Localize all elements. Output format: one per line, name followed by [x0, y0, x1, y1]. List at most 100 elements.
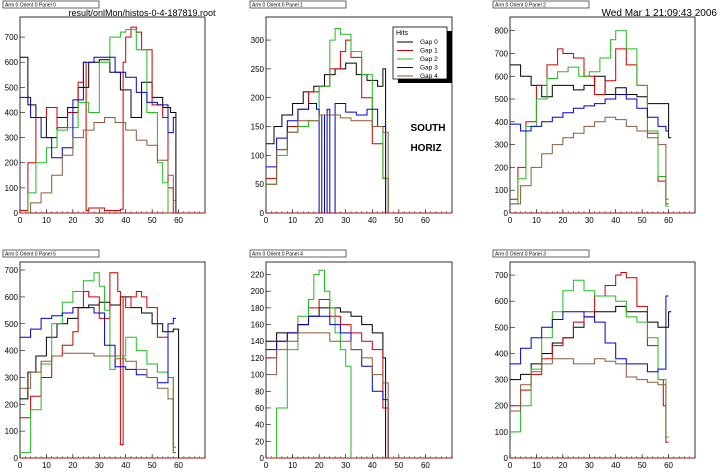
y-tick-label: 700 — [495, 49, 509, 58]
y-tick-label: 200 — [495, 402, 509, 411]
x-tick-label: 10 — [42, 461, 51, 470]
legend-title: Hits — [396, 30, 409, 37]
panel-title-box — [2, 0, 100, 9]
y-tick-label: 200 — [5, 400, 19, 409]
panel-5: Arm 0 Orient 0 Panel 4 0 10 20 30 40 50 60 0 20 40… — [249, 249, 453, 470]
series-gap-1 — [20, 272, 176, 454]
x-tick-label: 20 — [558, 461, 567, 470]
series-gap-1 — [20, 26, 176, 214]
series-gap-4 — [20, 117, 176, 214]
y-tick-label: 200 — [251, 94, 265, 103]
x-tick-label: 50 — [148, 216, 157, 225]
x-tick-label: 0 — [508, 216, 513, 225]
y-tick-label: 300 — [495, 376, 509, 385]
series-gap-4 — [266, 332, 391, 459]
y-tick-label: 0 — [260, 454, 265, 463]
series-gap-3 — [510, 94, 669, 132]
series-gap-4 — [510, 358, 669, 443]
x-tick-label: 60 — [664, 216, 673, 225]
series-gap-4 — [20, 352, 176, 448]
y-tick-label: 120 — [251, 354, 265, 363]
x-tick-label: 40 — [121, 216, 130, 225]
y-tick-label: 50 — [255, 180, 264, 189]
panel-frame — [19, 261, 206, 459]
series-gap-2 — [20, 29, 171, 214]
x-tick-label: 20 — [68, 216, 77, 225]
y-tick-label: 0 — [260, 209, 265, 218]
series-gap-2 — [266, 269, 354, 459]
panel-frame — [265, 261, 453, 459]
y-tick-label: 100 — [5, 427, 19, 436]
y-tick-label: 100 — [495, 186, 509, 195]
y-tick-label: 300 — [495, 141, 509, 150]
y-tick-label: 0 — [504, 209, 509, 218]
y-tick-label: 160 — [251, 321, 265, 330]
y-tick-label: 100 — [495, 428, 509, 437]
series-gap-2 — [20, 272, 176, 454]
x-tick-label: 0 — [18, 461, 23, 470]
y-tick-label: 500 — [5, 320, 19, 329]
y-tick-label: 400 — [5, 347, 19, 356]
x-tick-label: 50 — [394, 216, 403, 225]
series-gap-1 — [266, 39, 391, 214]
series-gap-3 — [20, 56, 176, 159]
legend-entry: Gap 2 — [420, 56, 438, 63]
x-tick-label: 20 — [558, 216, 567, 225]
series-gap-4 — [510, 116, 669, 205]
datetime: Wed Mar 1 21:09:43 2006 — [602, 8, 718, 19]
y-tick-label: 600 — [495, 72, 509, 81]
y-tick-label: 60 — [255, 404, 264, 413]
x-tick-label: 30 — [95, 216, 104, 225]
x-tick-label: 40 — [368, 461, 377, 470]
x-tick-label: 40 — [611, 216, 620, 225]
series-gap-3 — [266, 315, 391, 459]
y-tick-label: 40 — [255, 421, 264, 430]
x-tick-label: 30 — [341, 461, 350, 470]
series-gap-1 — [510, 272, 669, 443]
y-tick-label: 20 — [255, 437, 264, 446]
x-tick-label: 0 — [264, 461, 269, 470]
panel-title: Arm 0 Orient 0 Panel 3 — [495, 252, 546, 258]
y-tick-label: 0 — [504, 454, 509, 463]
x-tick-label: 60 — [174, 216, 183, 225]
series-gap-0 — [266, 62, 389, 214]
x-tick-label: 10 — [288, 216, 297, 225]
y-tick-label: 0 — [14, 209, 19, 218]
arm-label-south: SOUTH — [411, 123, 446, 134]
x-tick-label: 50 — [394, 461, 403, 470]
x-tick-label: 30 — [585, 216, 594, 225]
y-tick-label: 100 — [251, 151, 265, 160]
x-tick-label: 50 — [638, 461, 647, 470]
x-tick-label: 60 — [664, 461, 673, 470]
panel-title-box — [249, 0, 347, 9]
legend-entry: Gap 3 — [420, 65, 438, 72]
panel-title-box — [492, 249, 590, 258]
series-gap-2 — [510, 279, 669, 438]
series-gap-4 — [266, 114, 391, 214]
panel-title: Arm 0 Orient 0 Panel 4 — [252, 252, 303, 258]
series-gap-3 — [266, 103, 389, 214]
x-tick-label: 20 — [315, 216, 324, 225]
x-tick-label: 10 — [532, 216, 541, 225]
panel-2: Arm 0 Orient 0 Panel 1 0 10 20 30 40 50 60 0 50 10… — [249, 0, 453, 225]
x-tick-label: 50 — [148, 461, 157, 470]
panel-frame — [19, 16, 206, 214]
y-tick-label: 400 — [495, 118, 509, 127]
y-tick-label: 180 — [251, 304, 265, 313]
series-gap-2 — [510, 30, 669, 207]
y-tick-label: 600 — [5, 58, 19, 67]
x-tick-label: 60 — [174, 461, 183, 470]
panel-title-box — [492, 0, 590, 9]
y-tick-label: 80 — [255, 387, 264, 396]
file-title: result/onlMon/histos-0-4-187819.root — [68, 8, 216, 18]
x-tick-label: 50 — [638, 216, 647, 225]
panel-1: Arm 0 Orient 0 Panel 00 10 20 30 40 50 6001002… — [2, 0, 206, 225]
y-tick-label: 0 — [14, 454, 19, 463]
panel-frame — [509, 261, 696, 459]
panel-title-box — [2, 249, 100, 258]
x-tick-label: 0 — [508, 461, 513, 470]
panel-frame — [509, 16, 696, 214]
x-tick-label: 60 — [421, 461, 430, 470]
legend-entry: Gap 4 — [420, 73, 438, 80]
